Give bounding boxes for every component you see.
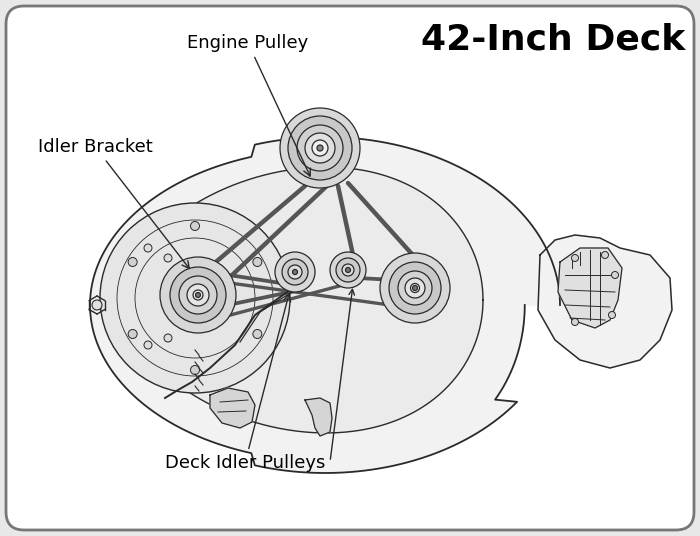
Circle shape	[128, 257, 137, 266]
Text: 42-Inch Deck: 42-Inch Deck	[421, 22, 685, 56]
Circle shape	[288, 116, 352, 180]
Circle shape	[398, 271, 432, 305]
Circle shape	[170, 267, 226, 323]
Circle shape	[601, 251, 608, 258]
Circle shape	[193, 290, 203, 300]
FancyBboxPatch shape	[6, 6, 694, 530]
Circle shape	[144, 244, 152, 252]
Circle shape	[346, 267, 351, 272]
Circle shape	[187, 284, 209, 306]
Circle shape	[128, 330, 137, 339]
Circle shape	[190, 366, 199, 375]
Circle shape	[164, 334, 172, 342]
Text: Deck Idler Pulleys: Deck Idler Pulleys	[164, 294, 326, 472]
Polygon shape	[538, 235, 672, 368]
Circle shape	[160, 257, 236, 333]
Circle shape	[275, 252, 315, 292]
Circle shape	[164, 254, 172, 262]
Circle shape	[195, 293, 200, 297]
Circle shape	[100, 203, 290, 393]
Polygon shape	[90, 137, 560, 473]
Circle shape	[317, 145, 323, 151]
Circle shape	[312, 140, 328, 156]
Circle shape	[336, 258, 360, 282]
Circle shape	[410, 284, 419, 293]
Circle shape	[144, 341, 152, 349]
Polygon shape	[127, 167, 483, 433]
Circle shape	[293, 270, 297, 274]
Circle shape	[412, 286, 417, 291]
Text: Idler Bracket: Idler Bracket	[38, 138, 190, 269]
Circle shape	[330, 252, 366, 288]
Circle shape	[253, 257, 262, 266]
Circle shape	[288, 265, 302, 279]
Circle shape	[389, 262, 441, 314]
Circle shape	[282, 259, 308, 285]
Circle shape	[342, 264, 354, 276]
Circle shape	[571, 318, 578, 325]
Circle shape	[380, 253, 450, 323]
Circle shape	[297, 125, 343, 171]
Circle shape	[179, 276, 217, 314]
Polygon shape	[305, 398, 332, 436]
Circle shape	[608, 311, 615, 318]
Circle shape	[405, 278, 425, 298]
Text: Engine Pulley: Engine Pulley	[188, 34, 310, 176]
Circle shape	[92, 300, 102, 310]
Circle shape	[190, 221, 199, 230]
Circle shape	[571, 255, 578, 262]
Circle shape	[305, 133, 335, 163]
Polygon shape	[210, 388, 255, 428]
Polygon shape	[558, 248, 622, 328]
Circle shape	[253, 330, 262, 339]
Circle shape	[280, 108, 360, 188]
Circle shape	[612, 272, 619, 279]
